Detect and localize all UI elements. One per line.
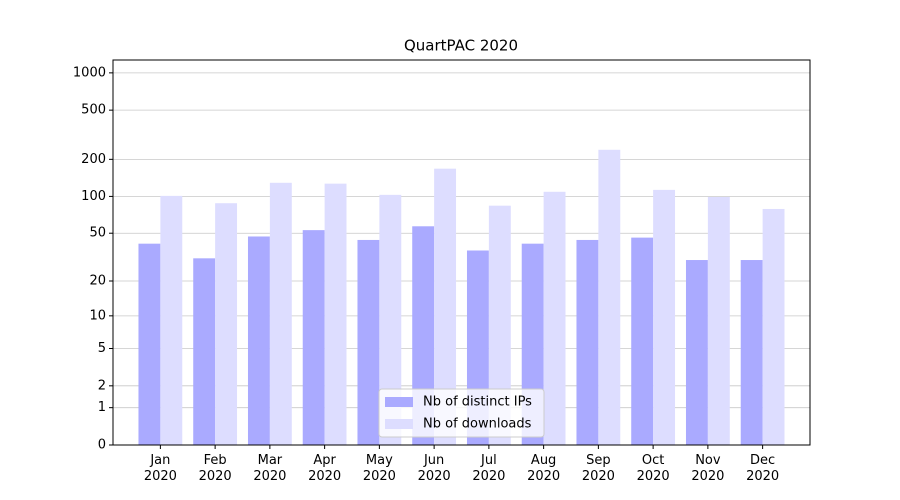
plot-frame xyxy=(112,59,811,446)
bar xyxy=(247,236,270,445)
x-tick-label: Aug 2020 xyxy=(527,453,561,484)
bar xyxy=(543,191,566,445)
x-tick-label: Apr 2020 xyxy=(308,453,342,484)
y-tick-label: 5 xyxy=(98,341,106,356)
x-tick-label: Jan 2020 xyxy=(143,453,177,484)
bar xyxy=(740,260,763,445)
y-tick-label: 1000 xyxy=(73,65,106,80)
legend-swatch xyxy=(385,419,413,429)
x-tick-label: Feb 2020 xyxy=(198,453,232,484)
y-tick-label: 200 xyxy=(81,152,106,167)
bar xyxy=(434,168,457,445)
x-tick-label: Dec 2020 xyxy=(746,453,780,484)
legend: Nb of distinct IPs Nb of downloads xyxy=(378,388,545,438)
bar xyxy=(707,196,730,445)
bar xyxy=(193,258,216,445)
y-tick-label: 1 xyxy=(98,400,106,415)
bar xyxy=(138,243,161,445)
x-tick-label: Jul 2020 xyxy=(472,453,506,484)
chart-title: QuartPAC 2020 xyxy=(404,37,518,55)
x-tick-label: Nov 2020 xyxy=(691,453,725,484)
y-tick-label: 0 xyxy=(98,438,106,453)
y-tick-label: 2 xyxy=(98,378,106,393)
legend-label: Nb of distinct IPs xyxy=(423,395,532,410)
bar xyxy=(302,230,325,445)
x-tick-label: Jun 2020 xyxy=(417,453,451,484)
y-tick-label: 100 xyxy=(81,189,106,204)
bar xyxy=(324,183,347,445)
bar xyxy=(598,149,621,445)
bar xyxy=(215,203,238,445)
y-tick-label: 50 xyxy=(89,226,106,241)
legend-label: Nb of downloads xyxy=(423,417,532,432)
bar xyxy=(379,194,402,445)
bar xyxy=(653,189,676,445)
legend-box xyxy=(378,388,545,438)
x-tick-label: Oct 2020 xyxy=(636,453,670,484)
bar xyxy=(357,239,380,445)
bar xyxy=(488,205,511,445)
x-tick-label: Mar 2020 xyxy=(253,453,287,484)
y-tick-label: 20 xyxy=(89,274,106,289)
x-tick-label: Sep 2020 xyxy=(581,453,615,484)
y-tick-label: 10 xyxy=(89,308,106,323)
bar xyxy=(631,237,654,445)
x-tick-label: May 2020 xyxy=(362,453,396,484)
bar xyxy=(576,239,599,445)
bar xyxy=(269,182,292,445)
bar xyxy=(685,260,708,445)
legend-swatch xyxy=(385,397,413,407)
y-tick-label: 500 xyxy=(81,103,106,118)
bar xyxy=(762,208,785,445)
bar xyxy=(160,195,183,445)
